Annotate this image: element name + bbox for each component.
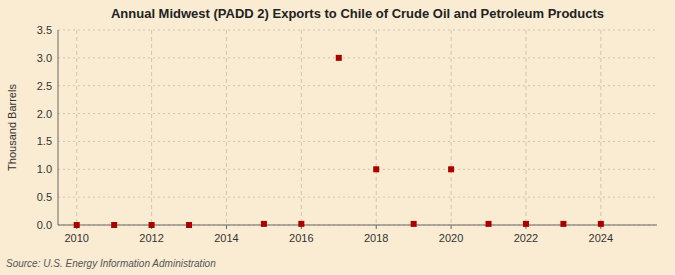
y-tick-label: 0.5 xyxy=(37,191,52,203)
y-grid-line xyxy=(58,225,657,226)
y-tick-label: 3.0 xyxy=(37,52,52,64)
x-grid-line xyxy=(151,30,152,225)
point xyxy=(298,221,304,227)
y-grid-line xyxy=(58,30,657,31)
source: Source: U.S. Energy Information Administ… xyxy=(6,258,216,269)
x-tick xyxy=(376,225,377,229)
point xyxy=(111,222,117,228)
x-tick xyxy=(226,225,227,229)
point xyxy=(186,222,192,228)
x-axis-line xyxy=(58,225,657,226)
x-tick-label: 2016 xyxy=(289,232,313,244)
points xyxy=(74,55,604,228)
grid xyxy=(58,30,657,225)
y-grid-line xyxy=(58,113,657,114)
y-tick-label: 1.5 xyxy=(37,135,52,147)
background xyxy=(0,0,675,275)
point xyxy=(149,222,155,228)
y-grid-line xyxy=(58,169,657,170)
x-tick-label: 2022 xyxy=(514,232,538,244)
x-axis: 2010 2012 2014 2016 2018 2020 2022 2024 xyxy=(64,225,613,244)
y-axis-line xyxy=(58,30,59,225)
y-grid-line xyxy=(58,57,657,58)
x-grid-line xyxy=(451,30,452,225)
point xyxy=(411,221,417,227)
point xyxy=(523,221,529,227)
point xyxy=(336,55,342,61)
x-tick-label: 2024 xyxy=(589,232,613,244)
x-tick-label: 2012 xyxy=(139,232,163,244)
y-tick-label: 3.5 xyxy=(37,24,52,36)
x-tick-label: 2014 xyxy=(214,232,238,244)
y-tick-label: 1.0 xyxy=(37,163,52,175)
x-grid-line xyxy=(376,30,377,225)
chart: 0.0 0.5 1.0 1.5 2.0 2.5 3.0 3.5 2010 2012 2014 2016… xyxy=(0,0,675,275)
x-tick-label: 2018 xyxy=(364,232,388,244)
point xyxy=(448,166,454,172)
point xyxy=(560,221,566,227)
x-grid-line xyxy=(525,30,526,225)
x-tick xyxy=(451,225,452,229)
point xyxy=(598,221,604,227)
title: Annual Midwest (PADD 2) Exports to Chile… xyxy=(111,6,604,21)
y-grid-line xyxy=(58,85,657,86)
point xyxy=(261,221,267,227)
x-tick-label: 2010 xyxy=(64,232,88,244)
y-grid-line xyxy=(58,141,657,142)
y-tick-label: 2.5 xyxy=(37,80,52,92)
point xyxy=(373,166,379,172)
x-grid-line xyxy=(76,30,77,225)
y-tick-label: 0.0 xyxy=(37,219,52,231)
x-grid-line xyxy=(301,30,302,225)
y-axis-label: Thousand Barrels xyxy=(6,84,18,171)
x-grid-line xyxy=(600,30,601,225)
point xyxy=(486,221,492,227)
y-tick-label: 2.0 xyxy=(37,108,52,120)
point xyxy=(74,222,80,228)
x-tick-label: 2020 xyxy=(439,232,463,244)
y-axis: 0.0 0.5 1.0 1.5 2.0 2.5 3.0 3.5 xyxy=(37,24,52,231)
x-grid-line xyxy=(226,30,227,225)
y-grid-line xyxy=(58,197,657,198)
